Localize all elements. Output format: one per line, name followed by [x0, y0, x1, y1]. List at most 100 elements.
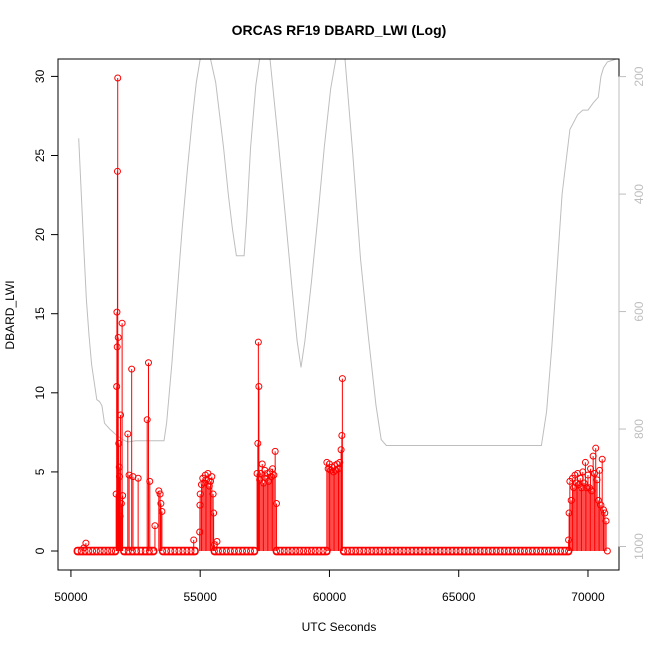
data-point [335, 465, 342, 473]
zero-point [512, 547, 520, 555]
zero-point [440, 547, 448, 555]
data-point [205, 482, 213, 490]
data-point [155, 487, 163, 495]
data-point [207, 477, 215, 485]
zero-point [96, 547, 104, 555]
zero-point [516, 547, 524, 555]
zero-point [137, 547, 145, 555]
zero-point [111, 547, 119, 555]
zero-point [300, 547, 308, 555]
data-point [116, 512, 124, 520]
zero-point [356, 547, 364, 555]
zero-point [108, 547, 116, 555]
data-point [128, 365, 136, 373]
data-point [579, 468, 587, 476]
x-tick-label: 65000 [442, 590, 476, 604]
secondary-series-layer [78, 58, 617, 446]
data-point [584, 471, 592, 479]
zero-point [218, 547, 226, 555]
data-point [119, 492, 127, 500]
data-point [337, 446, 345, 454]
data-point [134, 474, 142, 482]
zero-point [484, 547, 492, 555]
drop-lines-layer [83, 77, 607, 552]
y2-tick-label: 600 [632, 301, 646, 321]
zero-point [280, 547, 288, 555]
zero-point [541, 547, 548, 555]
data-point [565, 536, 573, 544]
zero-point [561, 547, 569, 555]
points-layer [80, 74, 611, 555]
zero-point [557, 547, 565, 555]
zero-point [376, 547, 384, 555]
zero-point [226, 547, 234, 555]
zero-point [372, 547, 380, 555]
data-point [599, 506, 607, 514]
zero-point [296, 547, 304, 555]
data-point [113, 382, 121, 390]
zero-point [235, 547, 242, 555]
zero-point [396, 547, 404, 555]
zero-point [464, 547, 472, 555]
zero-point [432, 547, 440, 555]
zero-point [243, 547, 250, 555]
data-point [156, 490, 164, 498]
data-point [258, 460, 266, 468]
zero-point [251, 547, 258, 555]
zero-point [92, 547, 100, 555]
data-point [338, 432, 346, 440]
zero-point [276, 547, 284, 555]
x-tick-label: 55000 [184, 590, 218, 604]
data-point [565, 509, 573, 517]
zero-point [163, 547, 171, 555]
y-axis-label: DBARD_LWI [3, 280, 17, 349]
data-point [118, 319, 126, 327]
zero-point [315, 547, 323, 555]
chart-title: ORCAS RF19 DBARD_LWI (Log) [232, 22, 447, 38]
data-point [203, 476, 211, 484]
zero-point [81, 547, 89, 555]
data-point [158, 507, 166, 515]
zero-point [508, 547, 516, 555]
zero-point [352, 547, 360, 555]
zero-point [360, 547, 368, 555]
zero-point [524, 547, 532, 555]
zero-point [496, 547, 504, 555]
data-point [601, 509, 609, 517]
zero-point [214, 547, 222, 555]
zero-points-band [210, 546, 259, 556]
data-point [113, 308, 121, 316]
data-point [592, 444, 600, 452]
data-point [255, 382, 263, 390]
zero-point [368, 547, 376, 555]
zero-point [400, 547, 408, 555]
zero-point [392, 547, 400, 555]
x-tick-label: 70000 [571, 590, 605, 604]
data-point [209, 490, 217, 498]
y-axis: 0 5 10 15 20 25 30 [33, 69, 58, 554]
zero-point [319, 547, 327, 555]
data-point [196, 490, 204, 498]
zero-point [452, 547, 460, 555]
zero-point [444, 547, 452, 555]
zero-point [85, 547, 93, 555]
x-axis-label: UTC Seconds [302, 620, 377, 634]
zero-point [239, 547, 246, 555]
data-point [271, 447, 279, 455]
zero-point [73, 547, 81, 555]
zero-point [133, 547, 141, 555]
data-point [603, 547, 611, 555]
zero-point [416, 547, 424, 555]
zero-point [545, 547, 552, 555]
data-point [117, 500, 125, 508]
zero-point [404, 547, 412, 555]
zero-point [520, 547, 528, 555]
y2-tick-label: 200 [632, 66, 646, 86]
data-point [124, 430, 132, 438]
data-point [270, 471, 278, 479]
data-point [115, 439, 123, 447]
zero-point [175, 547, 183, 555]
y-tick-label: 30 [33, 69, 47, 83]
zero-point [348, 547, 356, 555]
